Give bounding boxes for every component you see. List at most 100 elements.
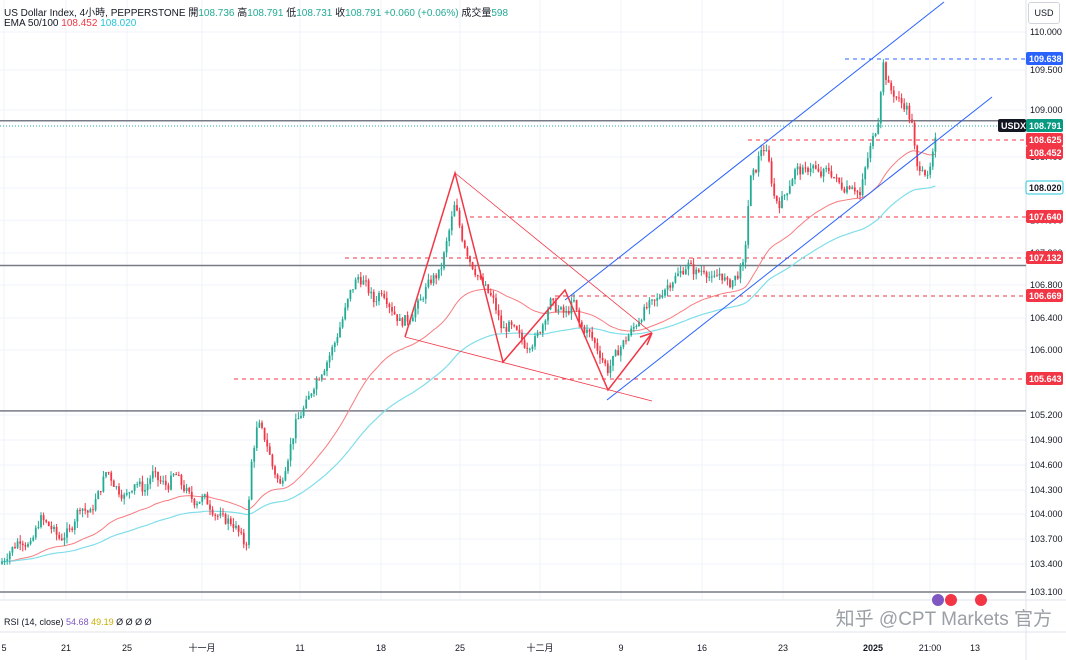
candle-body [885, 62, 887, 80]
candle-body [73, 521, 76, 530]
candle-body [697, 269, 700, 272]
candle-body [24, 545, 27, 547]
candle-body [29, 540, 32, 544]
candle-body [102, 476, 105, 492]
time-tick-label: 23 [778, 643, 788, 653]
candle-body [593, 338, 596, 343]
candle-body [718, 273, 721, 276]
candle-body [505, 327, 508, 332]
candle-body [424, 287, 427, 299]
candle-body [456, 205, 458, 211]
candle-body [612, 355, 614, 366]
candle-body [37, 527, 40, 529]
candle-body [661, 295, 664, 298]
candle-body [716, 275, 718, 277]
price-label-text: 105.643 [1029, 374, 1062, 384]
rsi-rest: Ø Ø Ø Ø [116, 617, 152, 627]
candle-body [840, 182, 843, 189]
candle-body [627, 335, 630, 342]
candle-body [469, 256, 471, 263]
candle-body [396, 314, 399, 322]
ema50-line [2, 150, 936, 563]
candle-body [344, 307, 347, 320]
candle-body [583, 326, 586, 333]
candle-body [531, 346, 534, 349]
candle-body [788, 186, 791, 194]
candle-body [133, 484, 136, 491]
time-tick-label: 16 [697, 643, 707, 653]
candle-body [107, 472, 110, 474]
candle-body [248, 499, 250, 545]
candle-body [94, 499, 97, 511]
candle-body [656, 298, 659, 301]
candle-body [372, 291, 375, 303]
candle-body [274, 466, 276, 475]
candle-body [242, 532, 245, 545]
open-value: 108.736 [198, 8, 235, 19]
candle-body [549, 298, 552, 310]
candle-body [354, 279, 357, 290]
candle-body [287, 460, 289, 472]
candle-body [237, 525, 240, 532]
candle-body [388, 304, 391, 307]
candle-body [328, 355, 331, 363]
candle-body [188, 487, 191, 492]
price-label-box [1026, 133, 1063, 146]
candle-body [443, 252, 445, 269]
candle-body [432, 275, 435, 284]
candle-body [648, 300, 651, 308]
candle-body [323, 370, 326, 375]
candle-body [32, 537, 35, 541]
candle-body [219, 513, 222, 516]
candle-body [869, 146, 872, 159]
candle-body [196, 503, 198, 506]
price-label-box [1026, 289, 1063, 302]
candle-body [801, 167, 804, 175]
candle-body [848, 186, 851, 189]
candle-body [710, 276, 713, 278]
candle-body [882, 62, 885, 93]
price-axis[interactable]: 110.000109.500109.000108.400108.000107.6… [998, 27, 1064, 597]
candle-body [617, 350, 620, 356]
candle-body [471, 262, 474, 270]
price-label-box [1026, 210, 1063, 223]
close-label: 收 [335, 8, 346, 19]
candle-body [703, 270, 705, 273]
price-label-text: 107.640 [1029, 212, 1062, 222]
candle-body [830, 171, 833, 177]
candle-body [630, 328, 633, 336]
candle-body [120, 494, 123, 499]
candle-body [211, 509, 214, 515]
candle-body [783, 195, 786, 197]
candle-body [495, 297, 497, 311]
candle-body [6, 559, 9, 561]
candle-body [276, 474, 279, 479]
candle-body [625, 340, 627, 342]
candle-body [487, 284, 490, 293]
candle-body [445, 241, 448, 253]
candle-body [812, 165, 815, 169]
candle-body [110, 472, 113, 481]
price-label-box [1025, 180, 1064, 195]
candle-body [489, 292, 492, 296]
candle-body [352, 289, 354, 291]
candle-body [341, 319, 344, 328]
time-axis[interactable]: 5 21 25 十一月 11 18 25 十二月 9 16 23 2025 21:00 13 [1, 594, 987, 653]
candle-body [903, 103, 906, 110]
candle-body [653, 299, 656, 301]
candle-body [45, 520, 48, 522]
candle-body [879, 92, 882, 124]
candle-body [575, 299, 578, 310]
horizontal-levels [0, 58, 1026, 593]
candle-body [562, 307, 565, 313]
candle-body [528, 348, 531, 350]
candle-body [84, 508, 87, 511]
currency-button[interactable]: USD [1028, 2, 1060, 24]
candle-body [526, 347, 529, 349]
candle-body [315, 379, 318, 390]
symbol-title: US Dollar Index, 4小時, PEPPERSTONE [4, 8, 186, 19]
candle-body [781, 196, 783, 209]
candle-body [63, 537, 66, 541]
rsi-label: RSI (14, close) [4, 617, 64, 627]
